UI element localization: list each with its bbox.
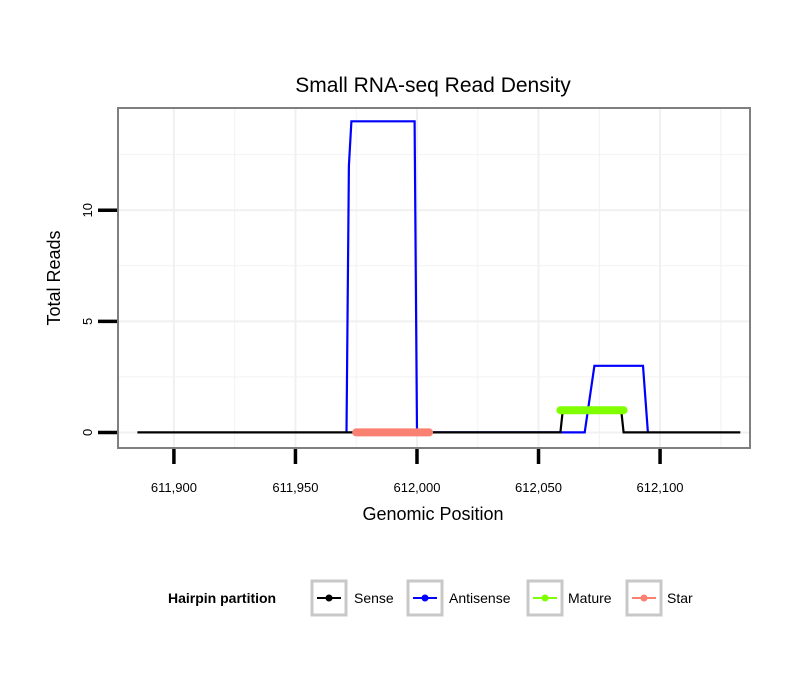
x-tick-label: 611,950 — [272, 480, 318, 495]
legend-key-point — [541, 594, 549, 602]
x-axis-title: Genomic Position — [362, 504, 503, 524]
chart-title: Small RNA-seq Read Density — [295, 74, 571, 97]
legend-title: Hairpin partition — [168, 590, 276, 606]
y-axis-title: Total Reads — [44, 230, 64, 325]
x-tick-label: 612,050 — [515, 480, 562, 495]
y-tick-label: 10 — [80, 203, 95, 217]
legend: Hairpin partition Sense Antisense Mature St… — [168, 579, 693, 617]
x-tick-label: 612,100 — [637, 480, 684, 495]
legend-item-mature: Mature — [526, 579, 612, 617]
legend-item-antisense: Antisense — [406, 579, 511, 617]
legend-label: Mature — [568, 590, 612, 606]
legend-item-sense: Sense — [310, 579, 394, 617]
legend-key-point — [421, 594, 429, 602]
legend-item-star: Star — [625, 579, 693, 617]
panel-border — [117, 107, 751, 449]
plot-panel — [118, 108, 750, 448]
y-axis: 0 5 10 — [80, 203, 118, 436]
y-tick-label: 0 — [80, 429, 95, 436]
x-tick-label: 612,000 — [393, 480, 440, 495]
legend-label: Star — [667, 590, 693, 606]
legend-label: Sense — [354, 590, 394, 606]
legend-label: Antisense — [449, 590, 511, 606]
series-layer — [137, 120, 741, 437]
panel-background — [118, 108, 750, 448]
x-axis: 611,900 611,950 612,000 612,050 612,100 — [151, 448, 684, 495]
legend-key-point — [325, 594, 333, 602]
y-tick-label: 5 — [80, 318, 95, 325]
legend-key-point — [640, 594, 648, 602]
x-tick-label: 611,900 — [151, 480, 197, 495]
